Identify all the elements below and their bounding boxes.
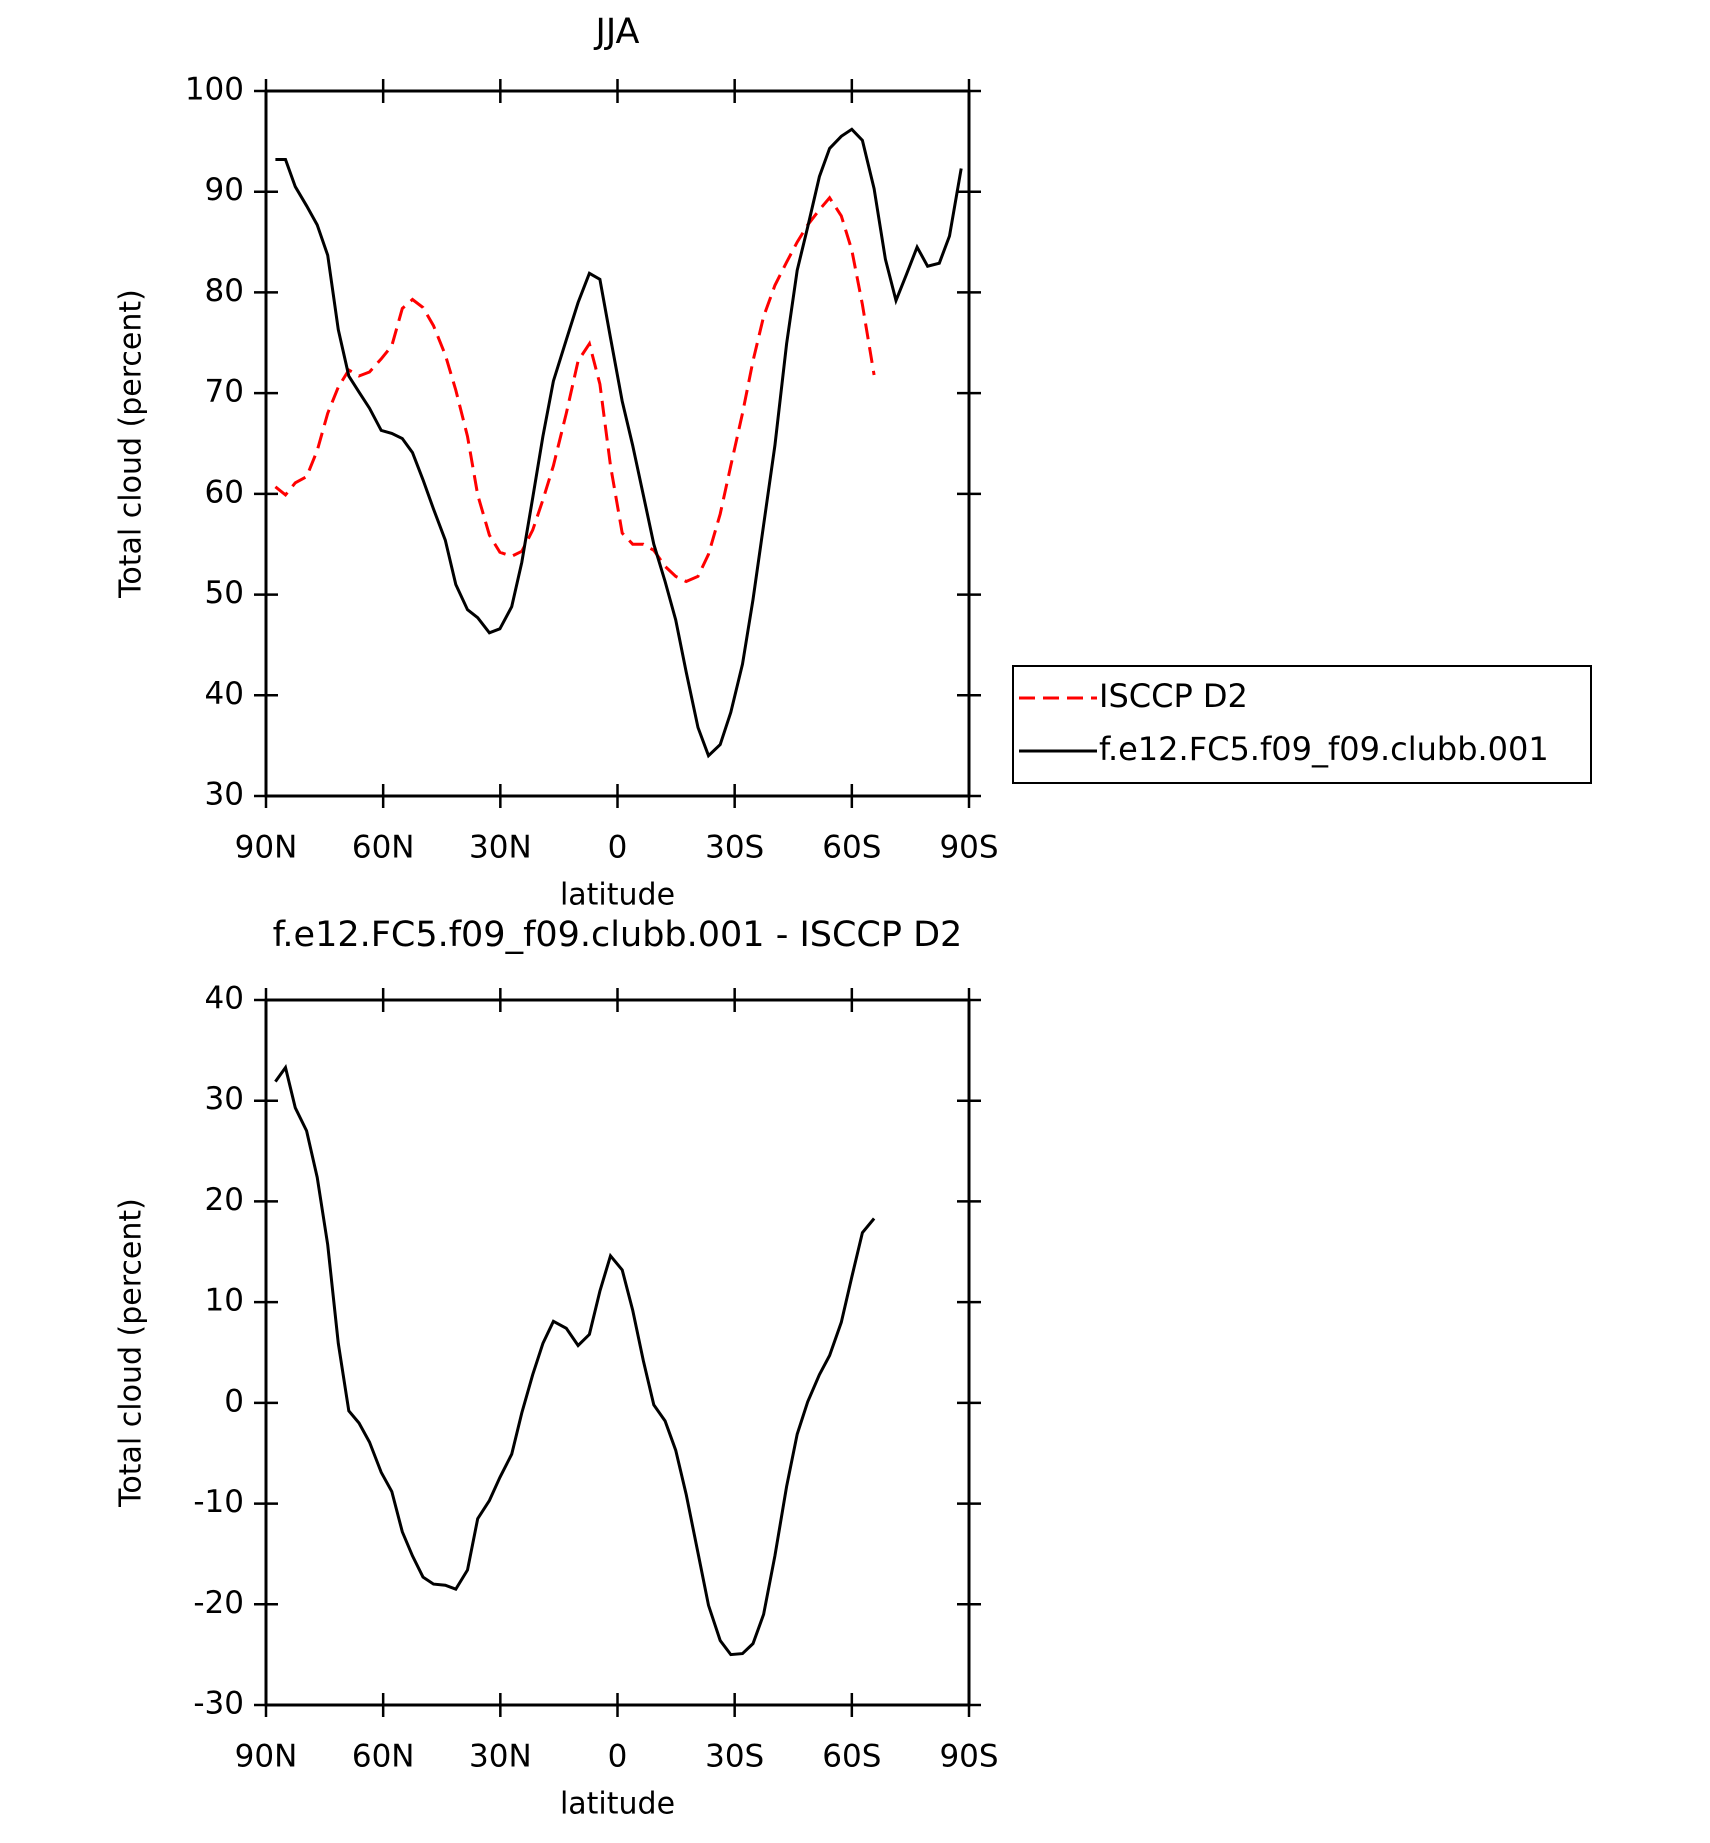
x-tick-label: 60S bbox=[822, 830, 881, 866]
data-line bbox=[274, 195, 876, 584]
y-tick-label: 40 bbox=[205, 676, 244, 712]
x-tick-label: 90S bbox=[939, 1739, 998, 1775]
x-tick-label: 30N bbox=[469, 830, 532, 866]
x-tick-label: 90S bbox=[939, 830, 998, 866]
x-tick-label: 60S bbox=[822, 1739, 881, 1775]
data-line bbox=[275, 127, 963, 759]
y-tick-label: 50 bbox=[205, 575, 244, 611]
x-tick-label: 0 bbox=[608, 1739, 628, 1775]
y-tick-label: 60 bbox=[205, 474, 244, 510]
y-tick-label: 0 bbox=[224, 1383, 244, 1419]
y-tick-label: -20 bbox=[193, 1585, 244, 1621]
chart-title: f.e12.FC5.f09_f09.clubb.001 - ISCCP D2 bbox=[273, 915, 963, 955]
y-tick-label: 40 bbox=[205, 981, 244, 1017]
y-tick-label: 20 bbox=[205, 1182, 244, 1218]
x-tick-label: 30N bbox=[469, 1739, 532, 1775]
legend-box bbox=[1012, 665, 1592, 784]
y-tick-label: 30 bbox=[205, 1081, 244, 1117]
legend-label: ISCCP D2 bbox=[1099, 677, 1248, 715]
y-tick-label: 30 bbox=[205, 777, 244, 813]
y-tick-label: -10 bbox=[193, 1484, 244, 1520]
chart-title: JJA bbox=[594, 12, 640, 52]
plot-frame bbox=[264, 89, 971, 798]
y-tick-label: 90 bbox=[205, 172, 244, 208]
y-tick-label: 10 bbox=[205, 1283, 244, 1319]
plot-frame bbox=[264, 998, 971, 1707]
data-line bbox=[274, 1063, 876, 1657]
x-tick-label: 60N bbox=[352, 830, 415, 866]
x-tick-label: 60N bbox=[352, 1739, 415, 1775]
legend-label: f.e12.FC5.f09_f09.clubb.001 bbox=[1099, 730, 1549, 768]
x-tick-label: 0 bbox=[608, 830, 628, 866]
x-tick-label: 30S bbox=[705, 1739, 764, 1775]
y-axis-label: Total cloud (percent) bbox=[114, 289, 149, 599]
y-tick-label: 80 bbox=[205, 273, 244, 309]
x-axis-label: latitude bbox=[560, 878, 675, 913]
x-tick-label: 30S bbox=[705, 830, 764, 866]
x-axis-label: latitude bbox=[560, 1787, 675, 1822]
y-tick-label: 70 bbox=[205, 374, 244, 410]
y-axis-label: Total cloud (percent) bbox=[114, 1198, 149, 1508]
y-tick-label: -30 bbox=[193, 1686, 244, 1722]
x-tick-label: 90N bbox=[235, 1739, 298, 1775]
y-tick-label: 100 bbox=[185, 72, 244, 108]
x-tick-label: 90N bbox=[235, 830, 298, 866]
